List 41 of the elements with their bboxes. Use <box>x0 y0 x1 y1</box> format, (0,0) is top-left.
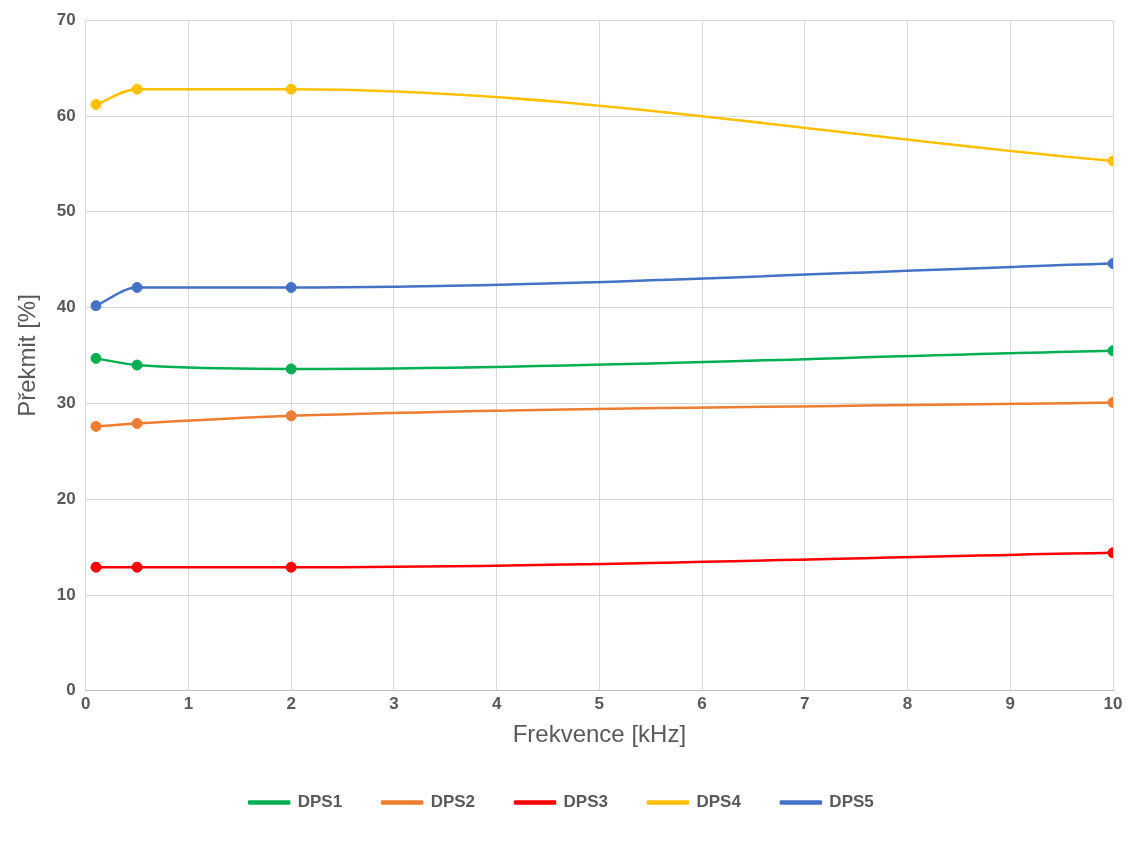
legend-label: DPS5 <box>829 792 874 812</box>
y-tick-label: 70 <box>56 9 76 29</box>
x-tick-label: 0 <box>80 693 91 713</box>
legend-label: DPS2 <box>430 792 476 812</box>
y-tick-label: 50 <box>56 201 76 221</box>
point <box>285 363 297 375</box>
x-tick-label: 4 <box>491 693 502 713</box>
point <box>285 83 297 95</box>
point <box>131 561 143 573</box>
point <box>131 83 143 95</box>
point <box>90 300 102 312</box>
point <box>285 281 297 293</box>
x-tick-label: 7 <box>800 693 810 713</box>
point <box>131 418 143 430</box>
point <box>90 352 102 364</box>
x-tick-label: 2 <box>286 693 296 713</box>
x-tick-label: 9 <box>1005 693 1016 713</box>
x-tick-label: 5 <box>594 693 605 713</box>
y-tick-label: 40 <box>56 297 76 317</box>
x-tick-label: 8 <box>902 693 913 713</box>
x-axis-title: Frekvence [kHz] <box>512 720 687 748</box>
x-tick-label: 6 <box>697 693 707 713</box>
point <box>285 561 297 573</box>
point <box>90 561 102 573</box>
point <box>285 410 297 422</box>
point <box>90 420 102 432</box>
y-axis-title: Překmit [%] <box>13 294 41 417</box>
y-tick-label: 30 <box>56 393 76 413</box>
x-tick-label: 10 <box>1103 693 1123 713</box>
point <box>90 99 102 110</box>
y-tick-label: 10 <box>56 584 76 604</box>
y-tick-label: 0 <box>66 680 76 700</box>
x-tick-label: 1 <box>183 693 194 713</box>
legend-label: DPS3 <box>563 792 608 812</box>
x-tick-label: 3 <box>389 693 399 713</box>
legend-label: DPS1 <box>297 792 343 812</box>
y-tick-label: 60 <box>56 105 76 125</box>
y-tick-label: 20 <box>56 488 76 508</box>
legend-label: DPS4 <box>696 792 742 812</box>
point <box>131 281 143 293</box>
point <box>131 359 143 371</box>
